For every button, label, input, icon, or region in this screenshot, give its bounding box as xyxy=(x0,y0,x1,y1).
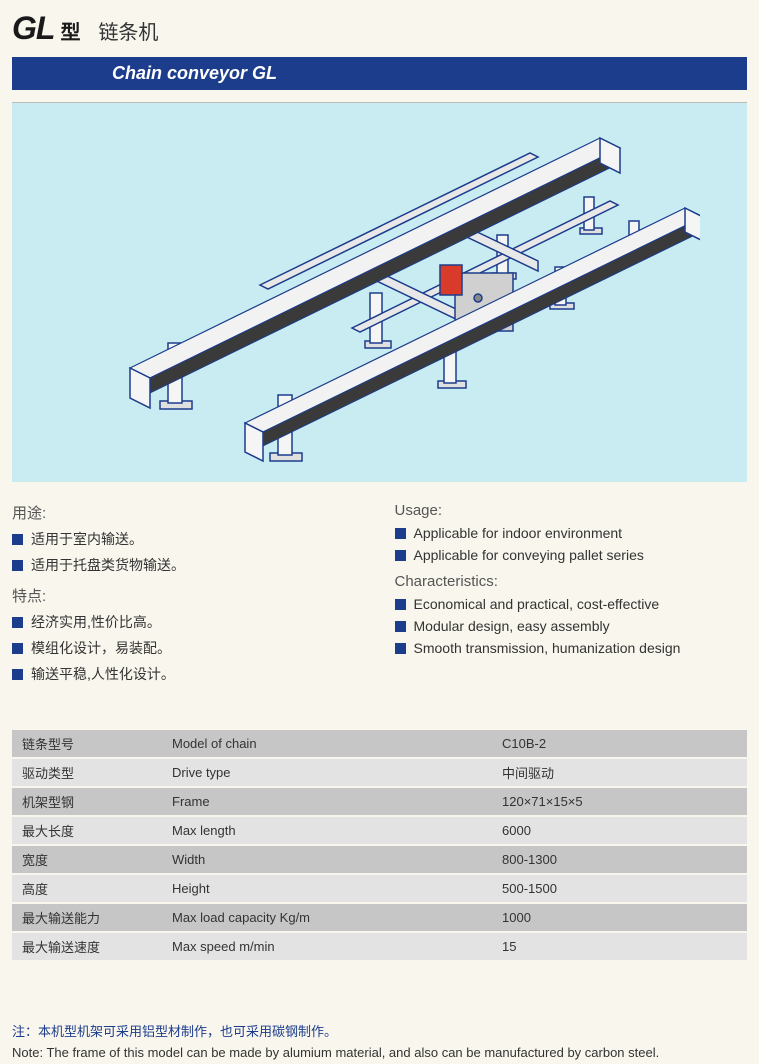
square-bullet-icon xyxy=(395,599,406,610)
conveyor-svg xyxy=(60,123,700,463)
table-cell: 最大输送能力 xyxy=(12,903,162,932)
table-row: 最大输送能力Max load capacity Kg/m1000 xyxy=(12,903,747,932)
bullet-item: 经济实用,性价比高。 xyxy=(12,612,365,632)
table-cell: Width xyxy=(162,845,492,874)
table-cell: 宽度 xyxy=(12,845,162,874)
bullet-text: 模组化设计，易装配。 xyxy=(31,638,171,658)
square-bullet-icon xyxy=(12,560,23,571)
usage-title-cn: 用途: xyxy=(12,502,365,523)
table-cell: Drive type xyxy=(162,758,492,787)
footer-notes: 注：本机型机架可采用铝型材制作，也可采用碳钢制作。 Note: The fram… xyxy=(12,1022,747,1064)
model-cn-name: 链条机 xyxy=(98,16,158,45)
square-bullet-icon xyxy=(12,534,23,545)
table-cell: 最大长度 xyxy=(12,816,162,845)
features-left-col: 用途: 适用于室内输送。适用于托盘类货物输送。 特点: 经济实用,性价比高。模组… xyxy=(12,502,365,690)
table-row: 机架型钢Frame120×71×15×5 xyxy=(12,787,747,816)
bullet-text: 适用于托盘类货物输送。 xyxy=(31,555,185,575)
table-cell: 800-1300 xyxy=(492,845,747,874)
table-cell: 15 xyxy=(492,932,747,961)
features-section: 用途: 适用于室内输送。适用于托盘类货物输送。 特点: 经济实用,性价比高。模组… xyxy=(12,502,747,690)
table-row: 高度Height500-1500 xyxy=(12,874,747,903)
table-cell: 中间驱动 xyxy=(492,758,747,787)
table-cell: Model of chain xyxy=(162,730,492,758)
features-right-col: Usage: Applicable for indoor environment… xyxy=(395,502,748,690)
table-cell: Max load capacity Kg/m xyxy=(162,903,492,932)
table-cell: Height xyxy=(162,874,492,903)
model-prefix: GL xyxy=(12,10,54,47)
square-bullet-icon xyxy=(395,528,406,539)
bullet-text: Economical and practical, cost-effective xyxy=(414,596,660,612)
conveyor-diagram xyxy=(12,102,747,482)
table-cell: 链条型号 xyxy=(12,730,162,758)
bullet-text: Applicable for indoor environment xyxy=(414,525,623,541)
page-header: GL 型 链条机 xyxy=(12,10,747,47)
table-cell: 最大输送速度 xyxy=(12,932,162,961)
square-bullet-icon xyxy=(395,643,406,654)
bullet-item: 适用于托盘类货物输送。 xyxy=(12,555,365,575)
note-en: Note: The frame of this model can be mad… xyxy=(12,1043,747,1064)
char-title-cn: 特点: xyxy=(12,585,365,606)
table-cell: Frame xyxy=(162,787,492,816)
bullet-text: 适用于室内输送。 xyxy=(31,529,143,549)
table-cell: C10B-2 xyxy=(492,730,747,758)
table-cell: 驱动类型 xyxy=(12,758,162,787)
bullet-text: Applicable for conveying pallet series xyxy=(414,547,644,563)
table-row: 最大长度Max length6000 xyxy=(12,816,747,845)
square-bullet-icon xyxy=(12,643,23,654)
square-bullet-icon xyxy=(395,621,406,632)
bullet-item: Modular design, easy assembly xyxy=(395,618,748,634)
table-cell: 机架型钢 xyxy=(12,787,162,816)
bullet-item: Applicable for indoor environment xyxy=(395,525,748,541)
square-bullet-icon xyxy=(395,550,406,561)
table-cell: Max length xyxy=(162,816,492,845)
usage-title-en: Usage: xyxy=(395,502,748,519)
table-cell: 500-1500 xyxy=(492,874,747,903)
square-bullet-icon xyxy=(12,617,23,628)
bullet-item: Applicable for conveying pallet series xyxy=(395,547,748,563)
bullet-text: 经济实用,性价比高。 xyxy=(31,612,161,632)
spec-table: 链条型号Model of chainC10B-2驱动类型Drive type中间… xyxy=(12,730,747,962)
table-row: 最大输送速度Max speed m/min15 xyxy=(12,932,747,961)
table-row: 链条型号Model of chainC10B-2 xyxy=(12,730,747,758)
note-cn: 注：本机型机架可采用铝型材制作，也可采用碳钢制作。 xyxy=(12,1022,747,1043)
table-row: 驱动类型Drive type中间驱动 xyxy=(12,758,747,787)
bullet-item: 模组化设计，易装配。 xyxy=(12,638,365,658)
table-cell: 1000 xyxy=(492,903,747,932)
bullet-text: Smooth transmission, humanization design xyxy=(414,640,681,656)
bullet-text: Modular design, easy assembly xyxy=(414,618,610,634)
table-row: 宽度Width800-1300 xyxy=(12,845,747,874)
char-title-en: Characteristics: xyxy=(395,573,748,590)
bullet-item: Economical and practical, cost-effective xyxy=(395,596,748,612)
table-cell: 6000 xyxy=(492,816,747,845)
table-cell: 120×71×15×5 xyxy=(492,787,747,816)
banner-title: Chain conveyor GL xyxy=(12,57,747,90)
square-bullet-icon xyxy=(12,669,23,680)
table-cell: 高度 xyxy=(12,874,162,903)
bullet-item: Smooth transmission, humanization design xyxy=(395,640,748,656)
table-cell: Max speed m/min xyxy=(162,932,492,961)
model-suffix: 型 xyxy=(60,16,80,45)
bullet-item: 输送平稳,人性化设计。 xyxy=(12,664,365,684)
bullet-item: 适用于室内输送。 xyxy=(12,529,365,549)
bullet-text: 输送平稳,人性化设计。 xyxy=(31,664,175,684)
